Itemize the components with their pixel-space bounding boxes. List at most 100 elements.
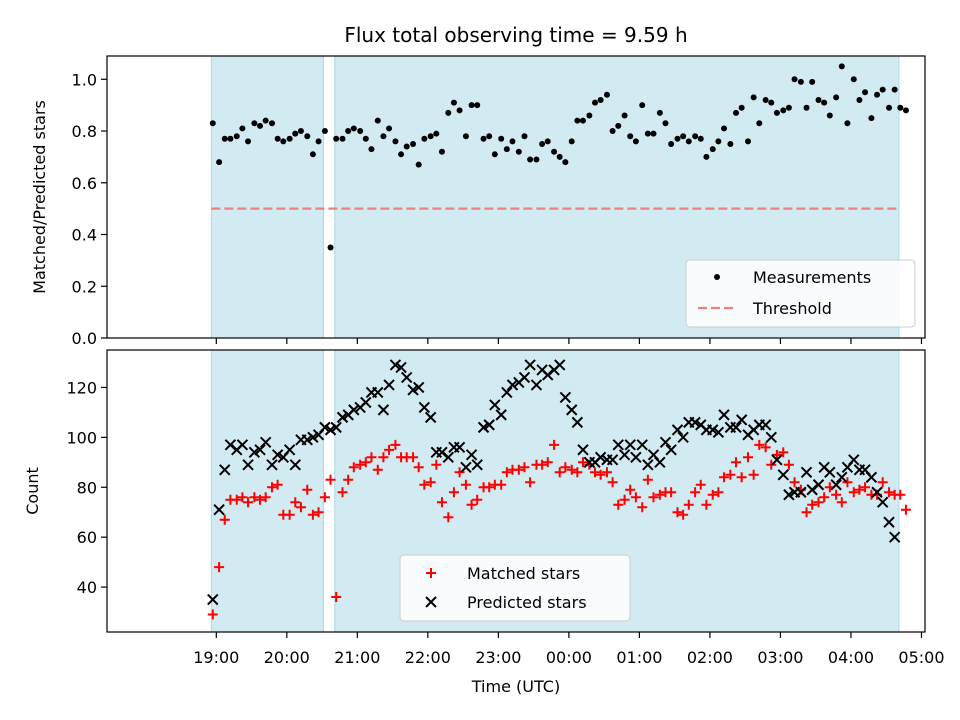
data-point xyxy=(339,135,346,142)
y-tick-label: 0.0 xyxy=(72,329,97,348)
data-point xyxy=(692,133,699,140)
data-point xyxy=(525,477,536,488)
data-point xyxy=(632,138,639,145)
data-point xyxy=(695,479,706,490)
data-point xyxy=(324,424,337,436)
data-point xyxy=(242,459,254,471)
data-point xyxy=(530,379,543,391)
data-point xyxy=(589,467,600,478)
data-point xyxy=(380,133,387,140)
data-point xyxy=(594,451,607,464)
y-tick-label: 60 xyxy=(77,528,97,547)
y-tick-label: 0.4 xyxy=(72,226,97,245)
data-point xyxy=(854,484,865,495)
data-point xyxy=(425,477,436,488)
shaded-interval-0 xyxy=(210,349,324,633)
data-point xyxy=(807,499,818,510)
data-point xyxy=(659,436,672,449)
data-point xyxy=(307,509,318,520)
data-point xyxy=(721,125,728,132)
legend-marker-predicted xyxy=(425,596,437,608)
data-point xyxy=(231,494,242,505)
data-point xyxy=(407,384,419,396)
data-point xyxy=(450,99,457,106)
data-point xyxy=(297,128,304,135)
data-point xyxy=(219,514,230,525)
data-point xyxy=(654,456,666,469)
data-point xyxy=(331,592,342,603)
data-point xyxy=(269,120,276,127)
data-point xyxy=(539,140,546,147)
data-point xyxy=(877,477,888,488)
data-point xyxy=(762,96,769,103)
data-point xyxy=(795,486,807,498)
data-point xyxy=(833,94,840,101)
data-point xyxy=(730,421,742,434)
data-point xyxy=(848,454,860,466)
data-point xyxy=(654,489,665,500)
data-point xyxy=(237,492,248,503)
data-point xyxy=(319,492,330,503)
data-point xyxy=(392,138,399,145)
data-point xyxy=(383,379,395,391)
data-point xyxy=(803,104,810,111)
data-point xyxy=(362,135,369,142)
upper-panel: 0.0 0.2 0.4 0.6 0.8 1.0 Matched/Predicted star… xyxy=(30,55,926,348)
data-point xyxy=(577,457,588,468)
data-point xyxy=(678,509,689,520)
data-point xyxy=(780,107,787,114)
data-point xyxy=(259,436,272,449)
data-point xyxy=(483,419,495,431)
legend-box xyxy=(399,554,631,622)
data-point xyxy=(642,474,653,485)
data-point xyxy=(733,109,740,116)
data-point xyxy=(214,562,225,573)
data-point xyxy=(260,492,271,503)
data-point xyxy=(601,467,612,478)
data-point xyxy=(304,133,311,140)
data-point xyxy=(750,94,757,101)
data-point xyxy=(603,91,610,98)
data-point xyxy=(302,484,313,495)
data-point xyxy=(801,507,812,518)
data-point xyxy=(797,78,804,85)
data-point xyxy=(348,462,359,473)
data-point xyxy=(826,112,833,119)
data-point xyxy=(766,459,777,470)
data-point xyxy=(518,371,531,384)
data-point xyxy=(272,479,283,490)
data-point xyxy=(800,466,813,478)
data-point xyxy=(360,396,372,409)
data-point xyxy=(883,516,895,528)
data-point xyxy=(738,104,745,111)
data-point xyxy=(812,479,825,491)
data-point xyxy=(856,96,863,103)
data-point xyxy=(489,399,501,411)
data-point xyxy=(680,133,687,140)
data-point xyxy=(460,461,472,473)
data-point xyxy=(471,459,483,471)
data-point xyxy=(609,128,616,135)
legend-marker-measurements xyxy=(714,274,720,280)
data-point xyxy=(759,419,772,431)
data-point xyxy=(377,404,390,416)
data-point xyxy=(315,138,322,145)
data-point xyxy=(503,146,510,153)
x-tick-label: 03:00 xyxy=(757,648,803,667)
data-point xyxy=(239,125,246,132)
data-point xyxy=(707,424,719,436)
data-point xyxy=(357,128,364,135)
data-point xyxy=(768,99,775,106)
data-point xyxy=(650,130,657,137)
data-point xyxy=(668,140,675,147)
data-point xyxy=(630,451,642,464)
data-point xyxy=(424,411,437,424)
data-point xyxy=(431,459,442,470)
data-point xyxy=(438,148,445,155)
series-1 xyxy=(208,360,901,606)
data-point xyxy=(245,138,252,145)
data-point xyxy=(865,471,878,483)
data-point xyxy=(472,494,483,505)
data-point xyxy=(595,469,606,480)
data-point xyxy=(313,507,324,518)
